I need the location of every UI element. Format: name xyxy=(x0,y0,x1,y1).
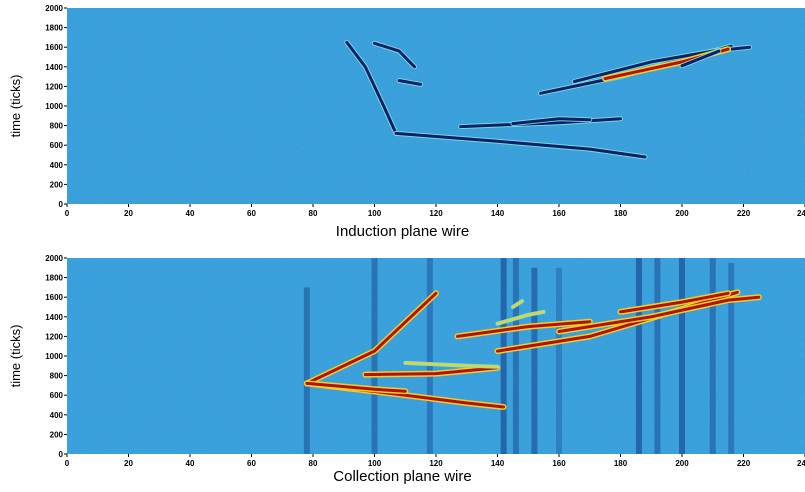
induction-plane-panel: 0 200 400 600 800 1000 1200 1400 1600 1800 2000 0 20… xyxy=(8,4,805,240)
track-7 xyxy=(397,79,423,86)
x-tick-label-11: 220 xyxy=(737,209,751,218)
track-7 xyxy=(619,291,730,314)
x-tick-label-0: 0 xyxy=(65,209,70,218)
track-0 xyxy=(345,40,398,135)
collection-plane-heatmap: 0 200 400 600 800 1000 1200 1400 1600 1800 2000 0 20… xyxy=(8,254,805,468)
dark-column-10 xyxy=(709,258,716,454)
y-tick-label-2: 400 xyxy=(50,161,64,170)
y-tick-label-6: 1200 xyxy=(45,332,63,341)
x-tick-label-1: 20 xyxy=(124,209,133,218)
x-tick-label-6: 120 xyxy=(429,459,443,468)
track-6 xyxy=(557,295,761,333)
y-tick-label-9: 1800 xyxy=(45,274,63,283)
y-tick-label-7: 1400 xyxy=(45,63,63,72)
track-8 xyxy=(496,310,545,325)
x-tick-label-10: 200 xyxy=(675,459,689,468)
x-tick-label-12: 24 xyxy=(797,459,805,468)
induction-plane-heatmap: 0 200 400 600 800 1000 1200 1400 1600 1800 2000 0 20… xyxy=(8,4,805,218)
track-layer xyxy=(344,39,753,160)
dark-column-5 xyxy=(531,267,538,454)
track-9 xyxy=(680,49,721,68)
x-tick-label-7: 140 xyxy=(491,209,505,218)
x-tick-label-2: 40 xyxy=(186,459,195,468)
x-tick-label-5: 100 xyxy=(368,209,382,218)
x-tick-label-6: 120 xyxy=(429,209,443,218)
y-tick-label-9: 1800 xyxy=(45,24,63,33)
track-1 xyxy=(394,131,647,159)
y-tick-label-7: 1400 xyxy=(45,313,63,322)
dark-column-11 xyxy=(728,262,735,454)
y-tick-label-3: 600 xyxy=(50,391,64,400)
dark-column-2 xyxy=(426,258,433,454)
x-tick-label-9: 180 xyxy=(614,459,628,468)
collection-plane-xlabel: Collection plane wire xyxy=(333,468,472,485)
y-axis-label: time (ticks) xyxy=(8,325,23,388)
track-0 xyxy=(305,291,438,385)
dark-column-4 xyxy=(512,258,519,454)
plot-noise-texture xyxy=(67,258,805,454)
x-tick-label-1: 20 xyxy=(124,459,133,468)
y-tick-label-4: 800 xyxy=(50,372,64,381)
y-tick-label-6: 1200 xyxy=(45,82,63,91)
track-4 xyxy=(456,320,592,338)
track-3 xyxy=(363,366,499,377)
x-tick-label-9: 180 xyxy=(614,209,628,218)
dark-column-3 xyxy=(500,258,507,454)
dark-column-6 xyxy=(556,267,562,454)
dark-column-8 xyxy=(654,258,661,454)
y-axis-label: time (ticks) xyxy=(8,75,23,138)
y-tick-label-8: 1600 xyxy=(45,43,63,52)
track-2 xyxy=(305,381,407,393)
dark-column-0 xyxy=(303,287,310,454)
y-tick-label-0: 0 xyxy=(59,200,64,209)
x-tick-label-12: 24 xyxy=(797,209,805,218)
plot-noise-texture xyxy=(67,8,805,204)
x-tick-label-2: 40 xyxy=(186,209,195,218)
x-tick-label-7: 140 xyxy=(491,459,505,468)
y-tick-label-4: 800 xyxy=(50,122,64,131)
y-tick-label-10: 2000 xyxy=(45,4,63,13)
dark-column-7 xyxy=(635,258,642,454)
induction-plane-xlabel: Induction plane wire xyxy=(335,223,470,240)
y-tick-label-3: 600 xyxy=(50,141,64,150)
x-tick-label-4: 80 xyxy=(309,459,318,468)
track-8 xyxy=(511,117,592,126)
x-tick-label-5: 100 xyxy=(368,459,382,468)
track-10 xyxy=(404,361,499,368)
track-6 xyxy=(373,41,416,69)
track-9 xyxy=(511,300,524,308)
dark-column-1 xyxy=(371,258,378,454)
y-tick-label-10: 2000 xyxy=(45,254,63,263)
track-2 xyxy=(459,117,622,129)
x-tick-label-0: 0 xyxy=(65,459,70,468)
y-tick-label-8: 1600 xyxy=(45,293,63,302)
x-tick-label-3: 60 xyxy=(247,459,256,468)
collection-plane-panel: 0 200 400 600 800 1000 1200 1400 1600 1800 2000 0 20… xyxy=(0,246,805,492)
y-tick-label-5: 1000 xyxy=(45,352,63,361)
x-tick-label-11: 220 xyxy=(737,459,751,468)
x-tick-label-8: 160 xyxy=(552,209,566,218)
track-5 xyxy=(496,290,739,353)
x-tick-label-3: 60 xyxy=(247,209,256,218)
y-tick-label-1: 200 xyxy=(50,180,64,189)
x-tick-label-10: 200 xyxy=(675,209,689,218)
x-tick-label-8: 160 xyxy=(552,459,566,468)
track-layer xyxy=(303,258,762,454)
track-4 xyxy=(572,45,752,83)
y-tick-label-5: 1000 xyxy=(45,102,63,111)
y-tick-label-2: 400 xyxy=(50,411,64,420)
x-tick-label-4: 80 xyxy=(309,209,318,218)
y-tick-label-0: 0 xyxy=(59,450,64,459)
y-tick-label-1: 200 xyxy=(50,430,64,439)
dark-column-9 xyxy=(679,258,685,454)
